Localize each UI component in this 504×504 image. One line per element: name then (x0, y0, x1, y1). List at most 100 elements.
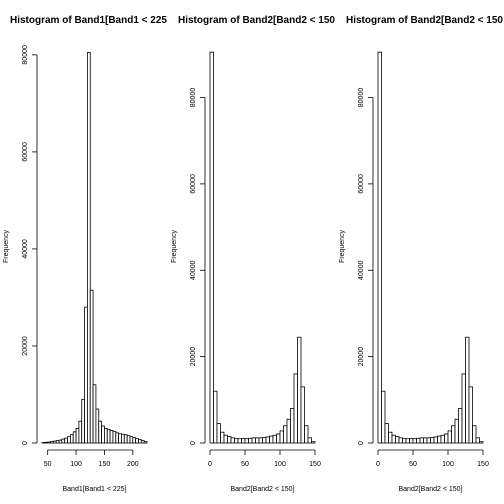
y-tick-label: 80000 (190, 88, 197, 108)
histogram-bar (405, 438, 410, 444)
histogram-bar (140, 440, 145, 444)
y-tick-label: 60000 (190, 174, 197, 194)
histogram-bar (123, 434, 128, 444)
histogram-bar (475, 437, 480, 444)
histogram-bar (220, 431, 225, 444)
histogram-bar (52, 440, 57, 444)
histogram-bar (412, 438, 417, 444)
histogram-bar (402, 438, 407, 444)
histogram-bars (377, 51, 484, 444)
histogram-bar (255, 437, 260, 444)
histogram-bar (223, 434, 228, 444)
x-tick-label: 150 (477, 461, 489, 468)
histogram-bar (135, 438, 139, 444)
histogram-bars (41, 52, 148, 444)
histogram-bar (423, 437, 428, 444)
histogram-bar (297, 336, 302, 444)
histogram-bar (209, 51, 214, 444)
histogram-bar (248, 437, 253, 444)
histogram-bar (50, 441, 54, 444)
histogram-bar (61, 438, 66, 444)
histogram-bar (472, 425, 477, 444)
histogram-bar (132, 437, 137, 444)
chart-title: Histogram of Band1[Band1 < 225 (10, 15, 167, 26)
histogram-bar (262, 436, 267, 444)
chart-title: Histogram of Band2[Band2 < 150 (178, 15, 335, 26)
histogram-bar (47, 441, 51, 444)
histogram-bar (461, 373, 466, 444)
y-tick-label: 20000 (190, 347, 197, 367)
histogram-bar (433, 436, 438, 444)
histogram-bar (391, 434, 396, 444)
y-tick-label: 40000 (358, 260, 365, 280)
histogram-bar (121, 433, 125, 444)
x-tick-label: 50 (409, 461, 417, 468)
y-tick-label: 0 (22, 441, 29, 445)
chart-panel-3: Histogram of Band2[Band2 < 150 0 50 100 150 B… (339, 15, 503, 493)
histogram-bar (81, 398, 85, 444)
histogram-bar (234, 438, 239, 444)
x-tick-label: 150 (309, 461, 321, 468)
y-axis-label: Frequency (3, 229, 10, 263)
histogram-bar (269, 435, 274, 444)
histogram-bar (143, 441, 148, 444)
x-tick-label: 150 (99, 461, 111, 468)
histogram-bar (377, 51, 382, 444)
histogram-bar (55, 440, 60, 444)
histogram-bar (409, 438, 414, 444)
y-tick-label: 0 (190, 441, 197, 445)
histogram-bar (265, 436, 270, 444)
histogram-bar (426, 437, 431, 444)
histogram-bar (244, 438, 249, 444)
histogram-bar (300, 386, 305, 444)
histogram-bar (290, 408, 295, 444)
x-axis-label: Band1[Band1 < 225] (62, 486, 126, 493)
histogram-bar (118, 433, 122, 444)
y-tick-label: 80000 (22, 45, 29, 65)
x-tick-label: 50 (241, 461, 249, 468)
histogram-bar (115, 432, 120, 444)
histogram-bar (98, 420, 103, 444)
histogram-bar (304, 425, 309, 444)
histogram-bar (101, 425, 105, 444)
histogram-bar (87, 52, 91, 444)
histogram-bar (58, 439, 63, 444)
y-axis-label: Frequency (339, 229, 346, 263)
y-tick-label: 60000 (22, 142, 29, 162)
histogram-bar (216, 423, 221, 444)
x-tick-label: 0 (208, 461, 212, 468)
histogram-bar (258, 437, 263, 444)
histogram-bar (138, 439, 142, 444)
x-tick-label: 100 (442, 461, 454, 468)
histogram-bar (283, 425, 288, 444)
histogram-bar (106, 429, 111, 444)
histogram-bar (381, 390, 386, 444)
histogram-bar (444, 433, 449, 444)
chart-panel-2: Histogram of Band2[Band2 < 150 0 50 100 150 B… (171, 15, 335, 493)
y-axis-label: Frequency (171, 229, 178, 263)
histogram-bar (109, 429, 114, 444)
histogram-bar (95, 408, 100, 444)
histogram-bar (447, 430, 452, 444)
histogram-bar (398, 437, 403, 444)
histogram-bar (479, 441, 484, 444)
histogram-bar (468, 386, 473, 444)
histogram-bar (92, 384, 97, 444)
histogram-bar (307, 437, 312, 444)
histogram-bar (279, 430, 284, 444)
histogram-bar (64, 437, 68, 444)
histogram-bar (276, 433, 281, 444)
histogram-bar (237, 438, 242, 444)
histogram-bar (454, 418, 459, 444)
histogram-bar (126, 435, 131, 444)
histogram-bar (75, 428, 80, 444)
x-axis-label: Band2[Band2 < 150] (398, 486, 462, 493)
histogram-bar (430, 436, 435, 444)
histogram-bar (67, 436, 71, 444)
histogram-bar (286, 418, 291, 444)
y-tick-label: 40000 (22, 239, 29, 259)
histogram-bar (104, 428, 108, 444)
x-tick-label: 100 (70, 461, 82, 468)
x-tick-label: 200 (127, 461, 139, 468)
